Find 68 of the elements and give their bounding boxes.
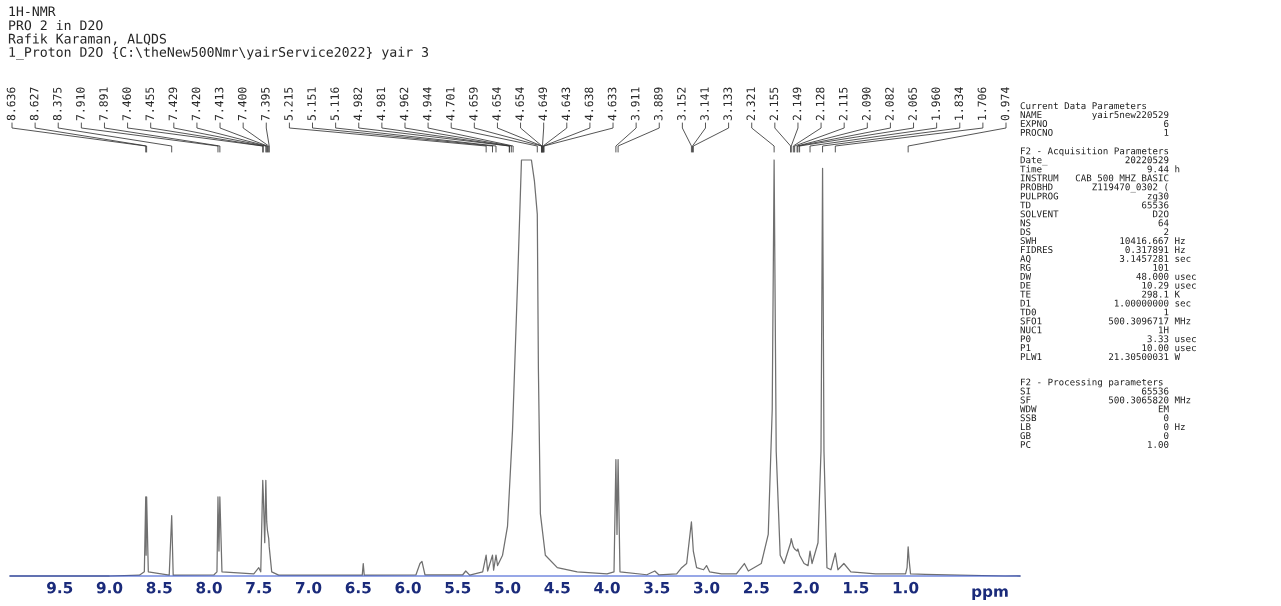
x-tick-label: 5.5 — [445, 582, 471, 594]
annotation: 2.115 — [838, 87, 848, 121]
annotation: 2.128 — [815, 87, 825, 121]
annotation: 3.133 — [723, 87, 732, 121]
annotation: 3.889 — [653, 87, 663, 121]
annotation: 2.082 — [885, 87, 894, 121]
x-tick-label: 3.5 — [644, 581, 670, 594]
annotation: 4.944 — [422, 87, 432, 121]
text: F2 - Acquisition Parameters Date_ 20220529 Time 9.44 h INSTRUM CAB 500 MHZ BASIC PROBHD Z119470_0302 ( PULPROG zg30 TD 65536 SOLVENT D2O NS 64 DS 2 SWH 10416.667 Hz FIDRES 0.317891 Hz AQ 3.1457281 sec RG 101 DW 48.000 usec DE 10.29 usec TE 298.1 K D1 1.00000000 sec TD0 1 SFO1 500.3096717 MHz NUC1 1H P0 3.33 usec P1 10.00 usec PLW1 21.30500031 W — [1020, 147, 1196, 361]
annotation: 8.627 — [29, 87, 39, 121]
x-tick-label: 1.0 — [893, 581, 919, 594]
annotation: 4.633 — [607, 87, 617, 121]
annotation: 7.429 — [168, 87, 178, 121]
x-tick-label: 1.5 — [844, 582, 869, 594]
annotation: 4.701 — [445, 87, 455, 121]
annotation: 3.141 — [700, 87, 709, 121]
x-tick-label: 5.0 — [495, 581, 521, 594]
annotation: 2.149 — [792, 87, 802, 121]
x-tick-label: 7.5 — [246, 582, 272, 594]
annotation: 2.065 — [908, 87, 917, 121]
annotation: 5.215 — [284, 87, 293, 121]
x-tick-label: 4.0 — [594, 581, 620, 594]
x-tick-label: 8.5 — [146, 581, 172, 594]
x-tick-label: 6.0 — [395, 581, 421, 594]
annotation: 2.321 — [746, 87, 756, 121]
annotation: 4.649 — [538, 87, 548, 121]
x-tick-label: 7.0 — [296, 581, 322, 594]
annotation: 4.654 — [515, 87, 524, 121]
x-tick-label: 4.5 — [544, 582, 570, 594]
x-tick-label: 2.0 — [793, 581, 819, 594]
annotation: 8.636 — [6, 87, 16, 121]
annotation: 7.420 — [191, 87, 201, 121]
text: Current Data Parameters NAME yair5new220529 EXPNO 6 PROCNO 1 — [1020, 102, 1169, 136]
x-tick-label: 9.0 — [96, 581, 123, 594]
annotation: 4.981 — [376, 87, 386, 121]
annotation: 7.395 — [261, 87, 270, 121]
annotation: 3.911 — [630, 87, 640, 121]
annotation: 7.400 — [237, 87, 247, 121]
annotation: 5.116 — [330, 87, 339, 121]
annotation: 2.090 — [862, 87, 871, 121]
x-tick-label: 8.0 — [196, 581, 222, 594]
x-axis-title: ppm — [972, 588, 1008, 601]
x-tick-label: 9.5 — [47, 581, 73, 594]
chart-subtitle: PRO 2 in D2O Rafik Karaman, ALQDS 1_Proton D2O {C:\theNew500Nmr\yairService2022} yair 3 — [8, 20, 429, 60]
x-tick-label: 3.0 — [694, 581, 720, 594]
annotation: 0.974 — [1000, 87, 1010, 121]
annotation: 3.152 — [677, 87, 686, 121]
annotation: 7.891 — [99, 87, 108, 121]
annotation: 7.455 — [145, 87, 155, 121]
annotation: 4.982 — [353, 87, 363, 121]
x-tick-label: 6.5 — [345, 581, 371, 594]
annotation: 8.375 — [52, 87, 62, 121]
x-tick-label: 2.5 — [743, 581, 769, 594]
annotation: 5.151 — [307, 87, 316, 121]
annotation: 4.962 — [399, 87, 409, 121]
annotation: 1.834 — [954, 87, 964, 120]
annotation: 7.460 — [122, 87, 131, 121]
annotation: 4.654 — [492, 87, 501, 121]
annotation: 1.706 — [977, 87, 987, 120]
annotation: F2 - Processing parameters SI 65536 SF 500.3065820 MHz WDW EM SSB 0 LB 0 Hz GB 0 PC 1.00 — [1020, 378, 1191, 448]
annotation: 7.910 — [76, 87, 85, 121]
annotation: 2.155 — [769, 87, 779, 121]
annotation: 4.638 — [584, 87, 594, 121]
annotation: 1.960 — [931, 87, 940, 120]
annotation: 7.413 — [214, 87, 224, 121]
annotation: 4.659 — [469, 87, 478, 121]
chart-title: 1H-NMR — [9, 6, 56, 17]
annotation: 4.643 — [561, 87, 571, 121]
